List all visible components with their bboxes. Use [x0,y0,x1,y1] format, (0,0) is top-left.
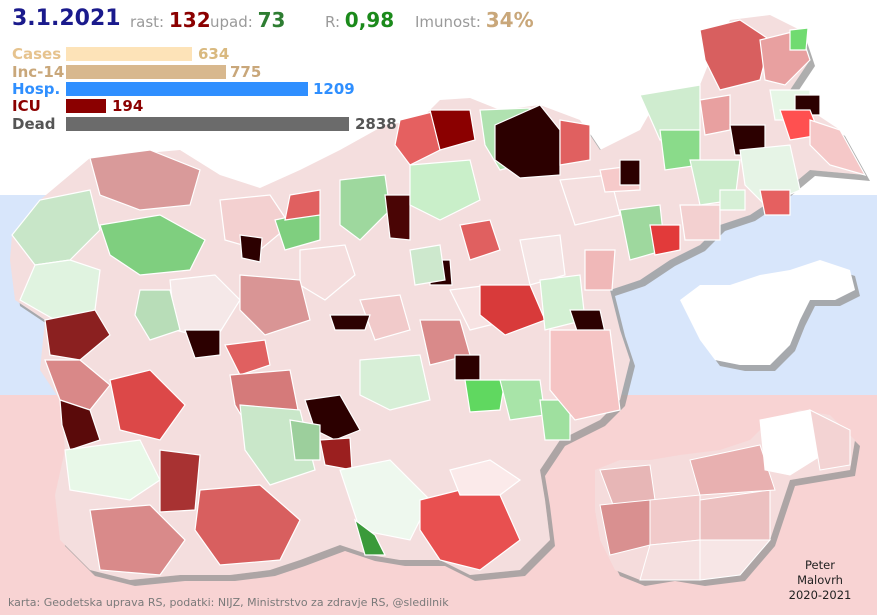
author-line-2: Malovrh [797,573,843,587]
rast-label: rast: [130,13,165,31]
data-source-credit: karta: Geodetska uprava RS, podatki: NIJ… [8,596,449,609]
inset-map-upper [680,260,855,365]
hosp-value: 1209 [313,80,355,98]
r-stat: R: 0,98 [325,8,394,32]
slovenia-map-main [10,15,865,580]
r-label: R: [325,13,341,31]
r-value: 0,98 [344,8,395,32]
upad-label: upad: [210,13,253,31]
cases-label: Cases [12,45,62,63]
rast-value: 132 [168,8,211,32]
imunost-label: Imunost: [415,13,481,31]
dead-bar [66,117,349,131]
imunost-value: 34% [485,8,534,32]
cases-value: 634 [198,45,230,63]
icu-label: ICU [12,97,41,115]
author-line-1: Peter [805,558,835,572]
rast-stat: rast: 132 [130,8,211,32]
upad-stat: upad: 73 [210,8,285,32]
date-label: 3.1.2021 [12,6,121,31]
inc14-label: Inc-14 [12,63,65,81]
hosp-bar [66,82,308,96]
icu-bar [66,99,106,113]
dead-label: Dead [12,115,56,133]
author-line-3: 2020-2021 [788,588,852,602]
hosp-label: Hosp. [12,80,61,98]
municipality-regions [11,19,867,576]
upad-value: 73 [257,8,286,32]
inset-map-lower-regions [599,409,851,581]
inc14-value: 775 [230,63,262,81]
inc14-bar [66,65,226,79]
author-credit: Peter Malovrh 2020-2021 [780,558,860,603]
icu-value: 194 [112,97,144,115]
imunost-stat: Imunost: 34% [415,8,534,32]
cases-bar [66,47,192,61]
dead-value: 2838 [355,115,397,133]
